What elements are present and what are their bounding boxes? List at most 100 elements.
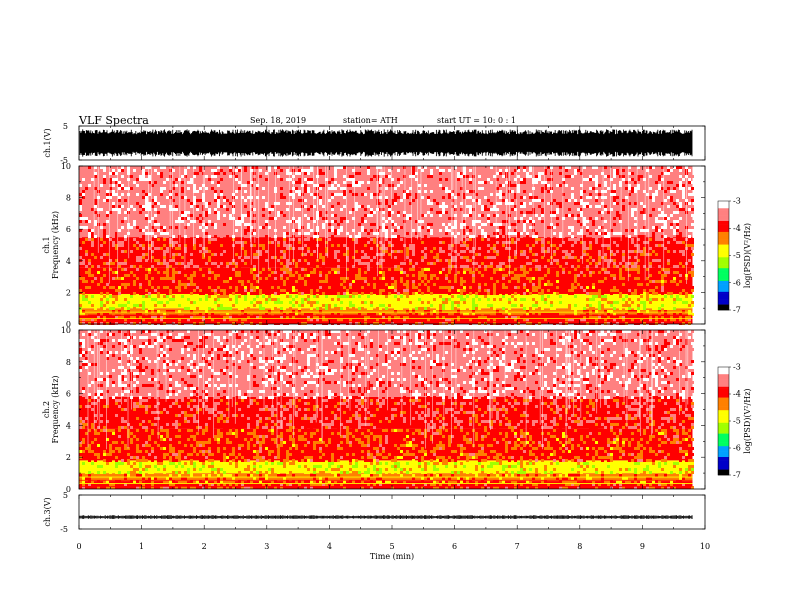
ch1-spectrogram-cell bbox=[205, 205, 208, 208]
ch1-spectrogram-cell bbox=[331, 208, 334, 211]
ch1-spectrogram-cell bbox=[391, 244, 394, 247]
ch1-spectrogram-cell bbox=[379, 277, 382, 280]
ch1-spectrogram-cell bbox=[214, 202, 217, 205]
ch1-spectrogram-cell bbox=[178, 262, 181, 265]
ch1-spectrogram-cell bbox=[247, 190, 250, 193]
ch1-spectrogram-cell bbox=[373, 268, 376, 271]
ch1-spectrogram-cell bbox=[424, 277, 427, 280]
ch1-spectrogram-cell bbox=[493, 298, 496, 301]
date-label: Sep. 18, 2019 bbox=[250, 116, 306, 125]
ch1-spectrogram-cell bbox=[274, 319, 277, 322]
ch1-spectrogram-cell bbox=[88, 241, 91, 244]
ch1-spectrogram-cell bbox=[481, 205, 484, 208]
ch1-spectrogram-cell bbox=[268, 226, 271, 229]
ch1-spectrogram-cell bbox=[496, 187, 499, 190]
ch1-spectrogram-cell bbox=[97, 316, 100, 319]
ch1-spectrogram-cell bbox=[319, 253, 322, 256]
ch1-spectrogram-cell bbox=[439, 226, 442, 229]
ch1-spectrogram-cell bbox=[85, 280, 88, 283]
ch1-spectrogram-cell bbox=[193, 196, 196, 199]
ch1-spectrogram-cell bbox=[508, 307, 511, 310]
ch1-spectrogram-cell bbox=[478, 193, 481, 196]
ch1-spectrogram-cell bbox=[193, 205, 196, 208]
ch1-spectrogram-cell bbox=[145, 226, 148, 229]
ch1-spectrogram-cell bbox=[571, 283, 574, 286]
ch1-spectrogram-cell bbox=[487, 217, 490, 220]
ch1-spectrogram-cell bbox=[226, 292, 229, 295]
ch1-spectrogram-cell bbox=[526, 313, 529, 316]
ch1-spectrogram-cell bbox=[451, 223, 454, 226]
ch1-spectrogram-cell bbox=[367, 277, 370, 280]
ch1-spectrogram-cell bbox=[202, 307, 205, 310]
ch1-spectrogram-cell bbox=[571, 211, 574, 214]
ch1-spectrogram-cell bbox=[451, 205, 454, 208]
ch1-spectrogram-cell bbox=[418, 307, 421, 310]
ch1-spectrogram-cell bbox=[379, 220, 382, 223]
ch1-spectrogram-cell bbox=[331, 166, 334, 169]
ch1-spectrogram-cell bbox=[352, 280, 355, 283]
ch1-spectrogram-cell bbox=[562, 235, 565, 238]
ch1-spectrogram-cell bbox=[460, 187, 463, 190]
ch1-spectrogram-cell bbox=[91, 262, 94, 265]
ch1-spectrogram-cell bbox=[91, 223, 94, 226]
ch1-spectrogram-cell bbox=[553, 238, 556, 241]
ch1-spectrogram-cell bbox=[523, 283, 526, 286]
ch1-spectrogram-cell bbox=[487, 262, 490, 265]
ch1-spectrogram-cell bbox=[448, 190, 451, 193]
ch1-spectrogram-cell bbox=[502, 235, 505, 238]
ch1-spectrogram-cell bbox=[268, 316, 271, 319]
ch1-spectrogram-cell bbox=[337, 181, 340, 184]
ch1-spectrogram-cell bbox=[382, 241, 385, 244]
ch1-spectrogram-cell bbox=[487, 241, 490, 244]
ch1-spectrogram-cell bbox=[460, 295, 463, 298]
ch1-spectrogram-cell bbox=[100, 280, 103, 283]
ch1-spectrogram-cell bbox=[163, 262, 166, 265]
ch1-spectrogram-cell bbox=[379, 214, 382, 217]
ch1-spectrogram-cell bbox=[463, 244, 466, 247]
ch1-spectrogram-cell bbox=[229, 166, 232, 169]
ch1-spectrogram-cell bbox=[259, 172, 262, 175]
ch1-spectrogram-cell bbox=[535, 214, 538, 217]
ch1-spectrogram-cell bbox=[157, 256, 160, 259]
ch1-spectrogram-cell bbox=[358, 181, 361, 184]
ch1-spectrogram-cell bbox=[310, 301, 313, 304]
ch1-spectrogram-cell bbox=[88, 274, 91, 277]
ch1-spectrogram-cell bbox=[310, 166, 313, 169]
ch1-spectrogram-cell bbox=[547, 178, 550, 181]
ch1-spectrogram-cell bbox=[394, 265, 397, 268]
ch1-spectrogram-cell bbox=[307, 274, 310, 277]
ch1-spectrogram-cell bbox=[514, 304, 517, 307]
ch1-spectrogram-cell bbox=[340, 205, 343, 208]
ch1-spectrogram-cell bbox=[181, 301, 184, 304]
ch1-spectrogram-cell bbox=[355, 301, 358, 304]
ch1-spectrogram-cell bbox=[367, 169, 370, 172]
ch1-spectrogram-cell bbox=[532, 307, 535, 310]
ch1-spectrogram-cell bbox=[346, 238, 349, 241]
ch1-spectrogram-cell bbox=[448, 244, 451, 247]
ch1-spectrogram-cell bbox=[523, 178, 526, 181]
ch1-spectrogram-cell bbox=[481, 208, 484, 211]
ch1-spectrogram-cell bbox=[397, 316, 400, 319]
ch1-spectrogram-cell bbox=[529, 304, 532, 307]
ch1-spectrogram-cell bbox=[286, 184, 289, 187]
ch1-spectrogram-cell bbox=[214, 277, 217, 280]
ch1-spectrogram-cell bbox=[124, 268, 127, 271]
ch1-spectrogram-cell bbox=[391, 211, 394, 214]
ch1-spectrogram-cell bbox=[367, 247, 370, 250]
ch1-spectrogram-cell bbox=[496, 172, 499, 175]
ch1-spectrogram-cell bbox=[106, 298, 109, 301]
ch1-spectrogram-cell bbox=[298, 193, 301, 196]
ch1-spectrogram-cell bbox=[235, 181, 238, 184]
ch1-spectrogram-cell bbox=[157, 289, 160, 292]
ch1-spectrogram-cell bbox=[493, 175, 496, 178]
ch1-spectrogram-cell bbox=[442, 241, 445, 244]
ch1-spectrogram-cell bbox=[217, 169, 220, 172]
ch1-spectrogram-cell bbox=[256, 244, 259, 247]
ch1-spectrogram-cell bbox=[400, 283, 403, 286]
ch1-spectrogram-cell bbox=[325, 247, 328, 250]
ch1-spectrogram-cell bbox=[571, 169, 574, 172]
ch1-spectrogram-cell bbox=[169, 169, 172, 172]
ch1-spectrogram-cell bbox=[130, 322, 133, 325]
ch1-spectrogram-cell bbox=[427, 310, 430, 313]
ch1-spectrogram-cell bbox=[553, 250, 556, 253]
